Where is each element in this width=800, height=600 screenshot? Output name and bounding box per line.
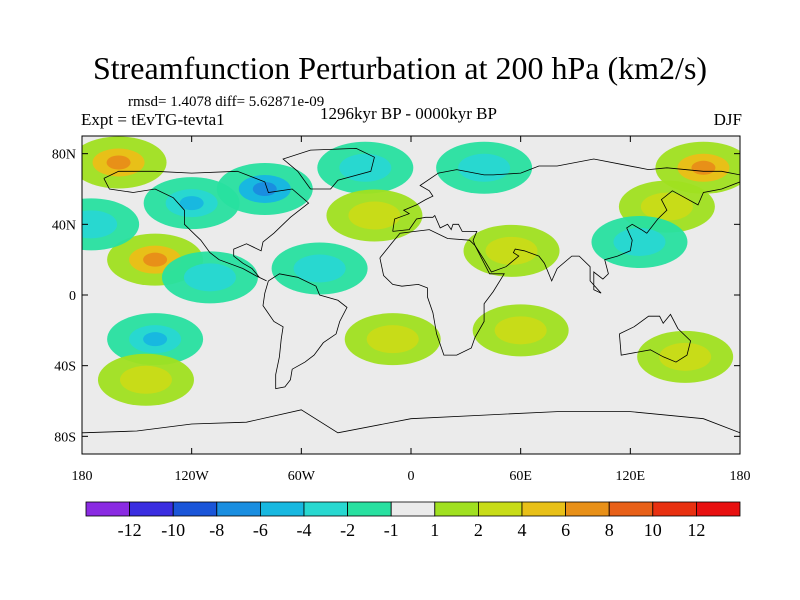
x-tick-label: 180 [72,469,93,484]
field-anomaly [97,353,194,406]
field-anomaly-core [348,201,401,230]
field-anomaly [317,141,414,194]
colorbar-label: -12 [118,520,142,540]
field-anomaly [161,251,258,304]
colorbar-swatch [259,501,305,517]
field-anomaly-core [119,365,172,394]
field-anomaly-core [485,236,538,265]
y-tick-label: 40N [52,218,76,233]
field-anomaly-peak [106,155,131,170]
field-anomaly [591,216,688,268]
colorbar-label: -8 [209,520,224,540]
field-anomaly [326,189,423,242]
field-anomaly [637,330,734,383]
colorbar-label: 6 [561,520,570,540]
x-tick-label: 0 [408,469,415,484]
chart-title: Streamfunction Perturbation at 200 hPa (… [92,50,708,86]
colorbar-label: -6 [253,520,268,540]
field-anomaly-core [339,153,392,182]
field-anomaly-core [183,263,236,292]
x-tick-label: 60E [509,469,532,484]
colorbar-swatch [172,501,218,517]
field-anomaly [271,242,368,295]
field-anomaly [107,313,204,366]
stats-label: rmsd= 1.4078 diff= 5.62871e-09 [128,94,325,110]
coastline [103,170,310,282]
field-anomaly [143,177,240,230]
field-anomaly-core [458,153,511,182]
colorbar-swatch [477,501,523,517]
colorbar-label: 1 [430,520,439,540]
y-tick-label: 80S [54,430,76,445]
field-anomaly [82,198,140,251]
colorbar-swatch [696,501,741,517]
colorbar-swatch [129,501,174,517]
colorbar-swatch [347,501,392,517]
field-anomaly-peak [143,332,168,347]
field-anomaly [344,313,441,366]
coastline [379,229,505,356]
field-anomaly-core [293,254,346,283]
field-anomaly-core [494,316,547,345]
colorbar-swatch [216,501,261,517]
field-anomaly-peak [143,252,168,267]
colorbar-label: 4 [518,520,527,540]
field-anomaly-peak [691,160,716,175]
season-label: DJF [713,110,742,129]
x-tick-label: 120W [175,469,210,484]
field-anomaly-core [82,210,118,239]
colorbar-swatch [303,501,348,517]
field-anomaly-core [613,228,666,256]
colorbar-label: -10 [161,520,185,540]
coastline [282,147,375,190]
field-anomaly-core [640,192,693,221]
field-anomaly-peak [252,182,277,196]
field-anomaly [436,141,533,194]
colorbar-swatch [565,501,610,517]
colorbar-swatch [434,501,479,517]
field-anomaly [655,141,740,194]
field-anomaly [82,136,167,189]
coastline [82,409,740,434]
field-anomaly-core [659,342,712,371]
field-anomaly-core [366,325,419,354]
field-anomaly [472,304,569,357]
coastline [619,313,692,363]
colorbar-swatch [85,501,130,517]
y-tick-label: 0 [69,289,76,304]
field-anomaly [463,224,560,277]
colorbar-swatch [652,501,697,517]
colorbar-label: 10 [644,520,662,540]
colorbar-swatch [608,501,654,517]
field-anomaly-peak [179,196,204,211]
colorbar-label: 8 [605,520,614,540]
colorbar-label: 12 [687,520,705,540]
y-tick-label: 40S [54,360,76,375]
x-tick-label: 60W [288,469,316,484]
colorbar-label: -4 [297,520,312,540]
colorbar-label: -2 [340,520,355,540]
y-tick-label: 80N [52,148,76,163]
field-anomaly [216,163,313,215]
x-tick-label: 180 [730,469,751,484]
colorbar-swatch [521,501,566,517]
experiment-label: Expt = tEvTG-tevta1 [81,110,225,129]
coastline [392,158,740,294]
colorbar-label: -1 [384,520,399,540]
colorbar-label: 2 [474,520,483,540]
x-tick-label: 120E [616,469,646,484]
colorbar-swatch [390,501,436,517]
period-label: 1296kyr BP - 0000kyr BP [320,104,497,123]
coastline [262,273,348,390]
